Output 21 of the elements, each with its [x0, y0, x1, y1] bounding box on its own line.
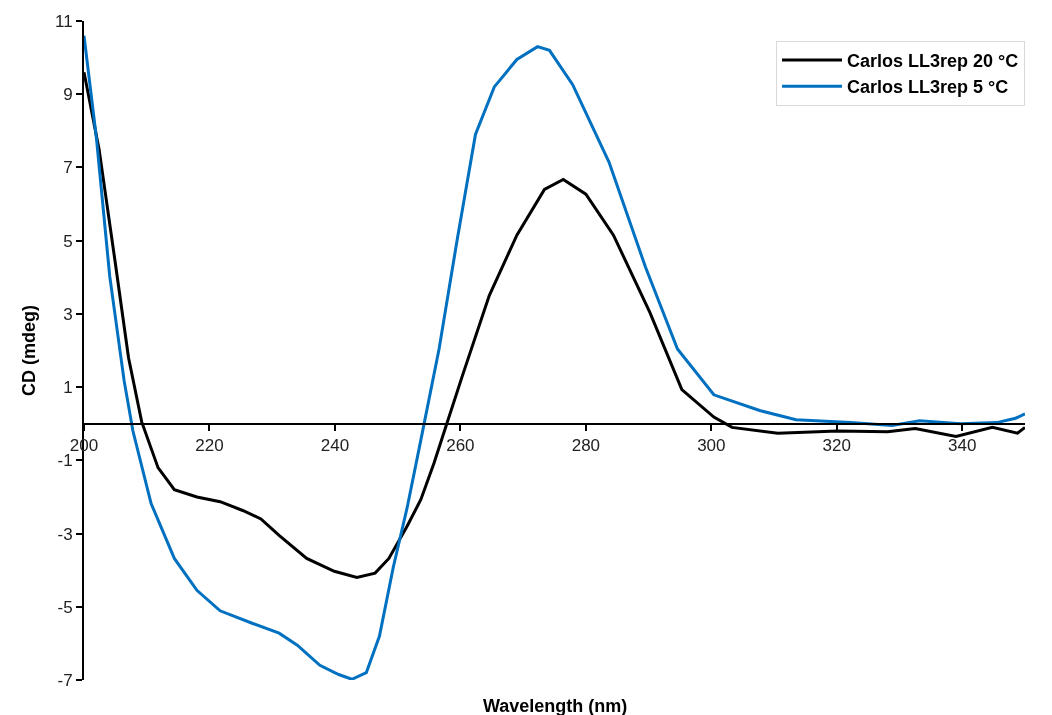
- x-tick-label: 280: [571, 436, 601, 456]
- y-tick-label: -3: [57, 524, 73, 544]
- y-tick-label: -7: [57, 670, 73, 690]
- y-axis-title: CD (mdeg): [18, 305, 39, 396]
- y-tick-label: 5: [63, 231, 73, 251]
- y-tick-label: 7: [63, 158, 73, 178]
- x-tick-label: 300: [697, 436, 726, 456]
- y-tick-label: -1: [57, 451, 73, 471]
- y-tick-label: -5: [57, 597, 73, 617]
- legend-label: Carlos LL3rep 20 °C: [847, 50, 1019, 71]
- x-tick-label: 340: [948, 436, 977, 456]
- x-tick-label: 260: [446, 436, 475, 456]
- x-tick-label: 320: [822, 436, 851, 456]
- y-tick-label: 9: [63, 85, 73, 105]
- y-tick-label: 11: [54, 11, 73, 31]
- x-tick-label: 240: [320, 436, 350, 456]
- legend-label: Carlos LL3rep 5 °C: [847, 77, 1009, 98]
- x-axis-title: Wavelength (nm): [483, 696, 628, 715]
- y-tick-label: 1: [63, 378, 73, 398]
- y-tick-label: 3: [63, 304, 73, 324]
- x-tick-label: 220: [195, 436, 224, 456]
